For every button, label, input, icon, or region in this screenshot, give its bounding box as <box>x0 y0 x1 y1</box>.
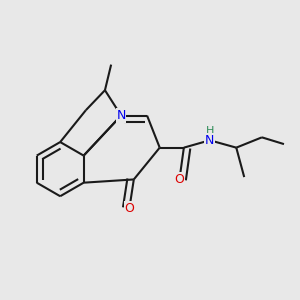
Text: O: O <box>175 173 184 186</box>
Text: H: H <box>206 126 214 136</box>
Text: N: N <box>116 109 126 122</box>
Text: N: N <box>205 134 214 147</box>
Text: O: O <box>124 202 134 215</box>
